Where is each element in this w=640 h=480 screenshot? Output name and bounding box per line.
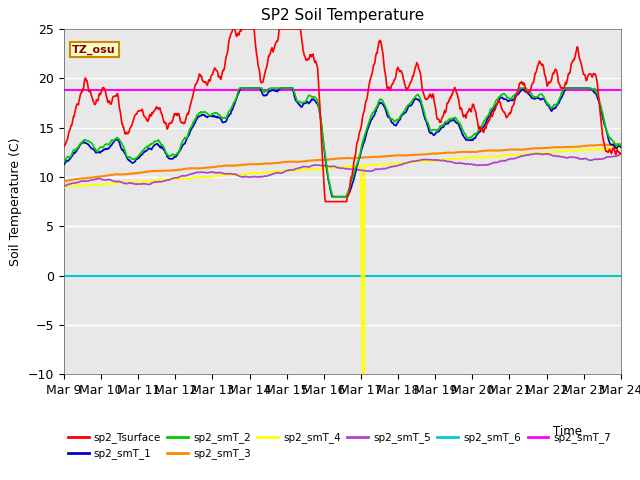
sp2_smT_4 — [305, 166, 313, 172]
sp2_smT_1 — [306, 99, 314, 105]
sp2_smT_2 — [495, 95, 503, 100]
sp2_Tsurface — [506, 111, 513, 117]
sp2_Tsurface — [230, 26, 237, 32]
sp2_smT_1 — [506, 97, 513, 103]
sp2_smT_5 — [504, 156, 512, 162]
sp2_smT_2 — [617, 142, 625, 148]
sp2_smT_1 — [495, 96, 503, 102]
sp2_smT_6 — [60, 273, 68, 278]
sp2_smT_4 — [285, 168, 293, 173]
sp2_smT_5 — [442, 158, 450, 164]
sp2_smT_3 — [494, 148, 502, 154]
sp2_smT_2 — [306, 93, 314, 98]
sp2_smT_1 — [328, 194, 336, 200]
Line: sp2_smT_2: sp2_smT_2 — [64, 88, 621, 197]
sp2_Tsurface — [495, 98, 503, 104]
Line: sp2_smT_4: sp2_smT_4 — [64, 147, 621, 374]
sp2_smT_2 — [117, 139, 125, 145]
sp2_smT_5 — [60, 184, 68, 190]
sp2_smT_3 — [504, 147, 512, 153]
sp2_smT_2 — [330, 194, 337, 200]
sp2_smT_2 — [236, 85, 243, 91]
sp2_smT_2 — [60, 159, 68, 165]
sp2_smT_4 — [443, 156, 451, 162]
sp2_smT_3 — [617, 141, 625, 147]
sp2_smT_1 — [286, 85, 294, 91]
sp2_smT_3 — [60, 179, 68, 185]
Y-axis label: Soil Temperature (C): Soil Temperature (C) — [10, 137, 22, 266]
sp2_smT_3 — [442, 150, 450, 156]
sp2_smT_4 — [495, 154, 502, 159]
sp2_smT_5 — [494, 159, 502, 165]
Line: sp2_Tsurface: sp2_Tsurface — [64, 29, 621, 202]
sp2_smT_5 — [117, 179, 125, 185]
sp2_smT_3 — [285, 159, 293, 165]
sp2_smT_1 — [444, 120, 451, 126]
sp2_smT_4 — [617, 144, 625, 150]
sp2_smT_7 — [97, 87, 105, 93]
sp2_smT_5 — [305, 164, 313, 170]
sp2_smT_7 — [60, 87, 68, 93]
sp2_smT_4 — [60, 184, 68, 190]
sp2_smT_5 — [285, 167, 293, 173]
sp2_Tsurface — [286, 26, 294, 32]
sp2_smT_3 — [305, 158, 313, 164]
sp2_smT_2 — [444, 119, 451, 124]
sp2_smT_1 — [117, 144, 125, 150]
sp2_smT_4 — [117, 180, 125, 186]
Legend: sp2_Tsurface, sp2_smT_1, sp2_smT_2, sp2_smT_3, sp2_smT_4, sp2_smT_5, sp2_smT_6, : sp2_Tsurface, sp2_smT_1, sp2_smT_2, sp2_… — [63, 428, 616, 463]
Line: sp2_smT_1: sp2_smT_1 — [64, 88, 621, 197]
Line: sp2_smT_5: sp2_smT_5 — [64, 154, 621, 187]
sp2_Tsurface — [306, 52, 314, 58]
Title: SP2 Soil Temperature: SP2 Soil Temperature — [260, 9, 424, 24]
sp2_smT_6 — [97, 273, 105, 278]
Line: sp2_smT_3: sp2_smT_3 — [64, 144, 621, 182]
sp2_Tsurface — [444, 100, 451, 106]
sp2_smT_4 — [615, 144, 623, 150]
Text: TZ_osu: TZ_osu — [72, 44, 116, 55]
sp2_smT_1 — [237, 85, 245, 91]
sp2_smT_5 — [534, 151, 541, 156]
sp2_Tsurface — [117, 113, 125, 119]
sp2_smT_1 — [617, 144, 625, 150]
sp2_smT_5 — [617, 151, 625, 157]
Text: Time: Time — [554, 425, 582, 438]
sp2_smT_3 — [117, 171, 125, 177]
sp2_smT_1 — [60, 162, 68, 168]
sp2_Tsurface — [617, 151, 625, 156]
sp2_smT_4 — [505, 153, 513, 158]
sp2_Tsurface — [60, 144, 68, 150]
sp2_Tsurface — [321, 199, 329, 204]
sp2_smT_4 — [359, 372, 367, 377]
sp2_smT_2 — [506, 96, 513, 101]
sp2_smT_2 — [286, 85, 294, 91]
